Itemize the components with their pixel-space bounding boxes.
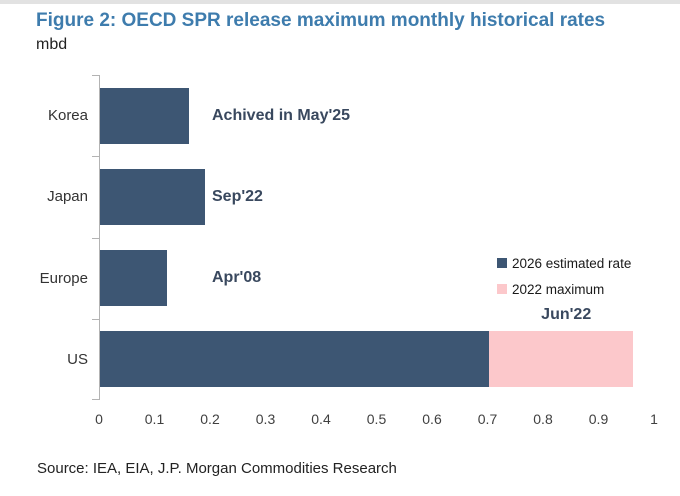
legend-swatch-pink — [497, 284, 507, 294]
y-axis-tick — [92, 237, 99, 239]
x-tick-label-0.9: 0.9 — [588, 411, 609, 427]
x-tick-label-0.1: 0.1 — [144, 411, 165, 427]
y-axis-tick — [92, 75, 99, 76]
bar-us-2026-estimated-rate — [100, 331, 489, 388]
x-tick-label-0.3: 0.3 — [255, 411, 276, 427]
y-axis-tick — [92, 318, 99, 320]
bar-japan-2026-estimated-rate — [100, 168, 206, 225]
y-axis-tick — [92, 399, 99, 400]
x-tick-label-0.7: 0.7 — [477, 411, 498, 427]
legend-item-2022-maximum: 2022 maximum — [497, 279, 631, 299]
legend-label: 2026 estimated rate — [512, 255, 632, 271]
category-label-japan: Japan — [47, 188, 88, 206]
unit-label: mbd — [36, 36, 68, 53]
annotation-japan: Sep'22 — [212, 187, 263, 205]
x-tick-label-0.2: 0.2 — [200, 411, 220, 427]
x-tick-label-1: 1 — [650, 411, 658, 427]
annotation-europe: Apr'08 — [212, 269, 262, 287]
category-label-korea: Korea — [47, 107, 88, 125]
category-label-europe: Europe — [39, 269, 88, 287]
source-note: Source: IEA, EIA, J.P. Morgan Commoditie… — [37, 460, 397, 477]
y-axis-category-labels: Korea Japan Europe US — [0, 75, 88, 400]
y-axis-tick — [92, 156, 99, 158]
category-label-us: US — [67, 350, 88, 368]
x-tick-label-0.4: 0.4 — [311, 411, 331, 427]
legend: 2026 estimated rate 2022 maximum — [497, 253, 631, 305]
legend-item-2026-estimated-rate: 2026 estimated rate — [497, 253, 631, 273]
legend-label: 2022 maximum — [512, 281, 605, 297]
x-tick-label-0.6: 0.6 — [422, 411, 442, 427]
bar-korea-2026-estimated-rate — [100, 87, 189, 144]
bar-europe-2026-estimated-rate — [100, 250, 167, 307]
x-tick-label-0.8: 0.8 — [533, 411, 553, 427]
x-axis-tick-labels: 0 0.1 0.2 0.3 0.4 0.5 0.6 0.7 0.8 0.9 1 — [95, 411, 658, 429]
chart-title: Figure 2: OECD SPR release maximum month… — [36, 10, 606, 31]
legend-swatch-navy — [497, 258, 507, 268]
top-border-strip — [0, 0, 680, 4]
x-tick-label-0.5: 0.5 — [366, 411, 387, 427]
annotation-us: Jun'22 — [541, 306, 592, 324]
annotation-korea: Achived in May'25 — [212, 106, 351, 124]
plot-area: Achived in May'25 Sep'22 Apr'08 Jun'22 — [92, 75, 655, 400]
x-tick-label-0: 0 — [95, 411, 103, 427]
